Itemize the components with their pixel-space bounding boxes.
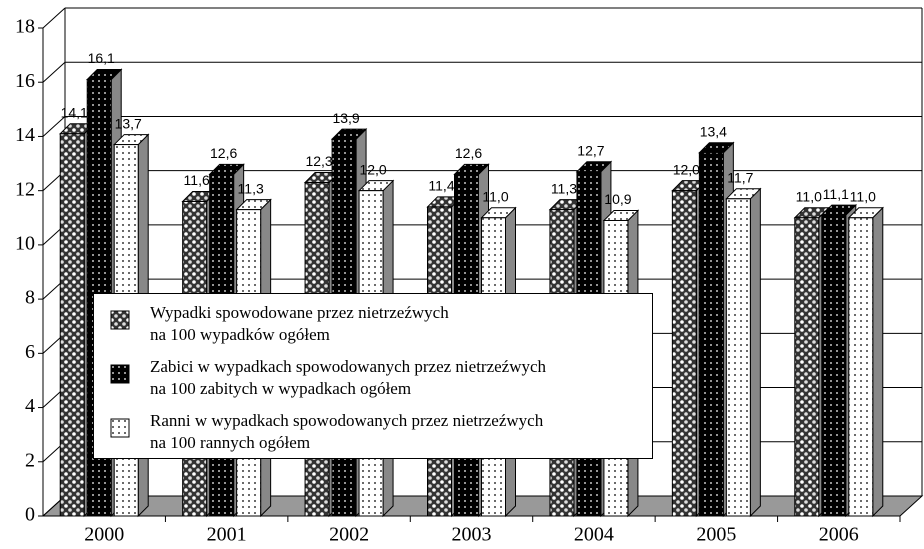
value-label: 11,1 [823,186,849,202]
legend-label: Wypadki spowodowane przez nietrzeźwych n… [150,303,449,344]
bar-side [749,187,761,518]
value-label: 10,9 [604,191,631,207]
x-tick-label: 2004 [574,524,614,546]
value-label: 12,3 [305,153,332,169]
bar-side [872,206,884,518]
x-tick-label: 2005 [696,524,736,546]
y-tick-label: 8 [25,287,35,309]
bar-front [671,190,697,517]
value-label: 16,1 [88,50,115,66]
value-label: 13,7 [115,115,142,131]
x-tick-label: 2002 [329,524,369,546]
y-tick-label: 10 [15,232,35,254]
value-label: 11,0 [850,188,876,204]
y-tick-label: 0 [25,504,35,526]
bar-front [698,152,724,517]
value-label: 12,6 [455,145,482,161]
bar-front [794,217,820,517]
legend-label: Ranni w wypadkach spowodowanych przez ni… [150,411,544,452]
value-label: 13,9 [332,110,359,126]
y-tick-label: 6 [25,341,35,363]
bar-front [821,214,847,517]
value-label: 11,3 [238,180,264,196]
bar [725,187,762,518]
value-label: 12,0 [673,161,700,177]
value-label: 12,0 [359,161,386,177]
y-tick-label: 2 [25,449,35,471]
value-label: 11,0 [796,188,822,204]
legend-swatch [110,418,130,438]
value-label: 11,4 [428,178,454,194]
y-tick-label: 4 [25,395,35,417]
value-label: 12,7 [577,142,604,158]
x-tick-label: 2003 [452,524,492,546]
x-tick-label: 2000 [84,524,124,546]
bar-front [725,198,751,517]
bar-front [59,133,85,517]
y-tick-label: 14 [15,124,35,146]
value-label: 12,6 [210,145,237,161]
value-label: 11,7 [727,170,753,186]
y-tick-label: 12 [15,178,35,200]
bar [847,206,884,518]
legend-label: Zabici w wypadkach spowodowanych przez n… [150,357,547,398]
grid-line [42,7,66,29]
value-label: 11,0 [482,188,508,204]
x-tick-label: 2001 [207,524,247,546]
value-label: 14,1 [61,104,88,120]
value-label: 11,6 [184,172,210,188]
value-label: 11,3 [551,180,577,196]
legend-swatch [110,310,130,330]
legend-marker [110,364,130,384]
legend-swatch [110,364,130,384]
legend: Wypadki spowodowane przez nietrzeźwych n… [93,293,653,459]
bar-front [848,217,874,517]
y-tick-label: 18 [15,16,35,38]
x-tick-label: 2006 [819,524,859,546]
grid-line [42,61,66,83]
y-tick-label: 16 [15,70,35,92]
legend-marker [110,310,130,330]
legend-marker [110,418,130,438]
value-label: 13,4 [700,123,727,139]
grid-line [42,116,66,137]
